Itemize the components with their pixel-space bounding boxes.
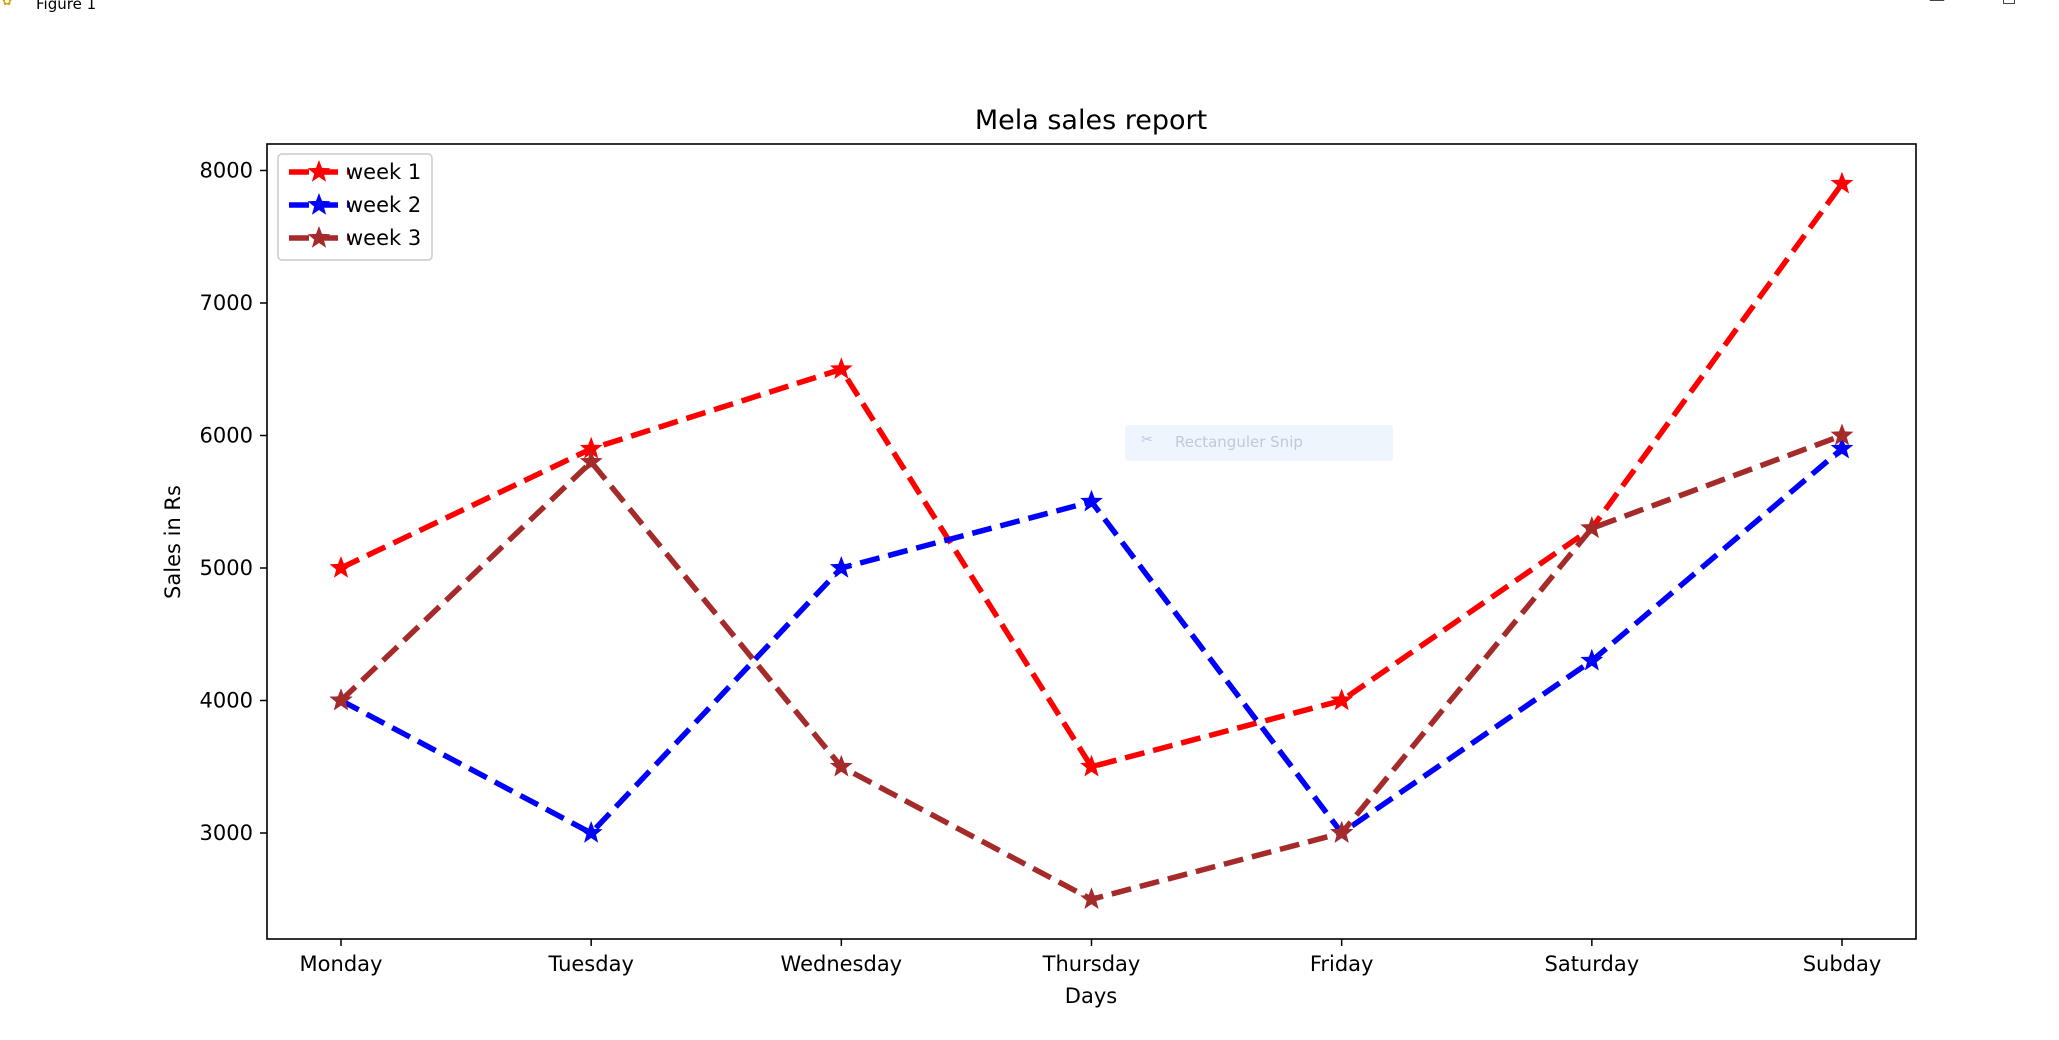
y-tick-label: 7000 — [200, 291, 253, 315]
data-point — [829, 754, 853, 777]
legend-label: week 3 — [346, 226, 421, 250]
x-axis-label: Days — [1065, 984, 1117, 1008]
data-point — [329, 556, 353, 578]
x-tick-label: Subday — [1803, 952, 1882, 976]
data-point — [1080, 754, 1103, 777]
legend-marker — [307, 193, 331, 215]
data-point — [1580, 648, 1604, 671]
x-tick-label: Saturday — [1545, 952, 1640, 976]
y-tick-label: 6000 — [200, 424, 253, 448]
x-tick-label: Thursday — [1042, 952, 1141, 976]
data-point — [579, 450, 603, 472]
legend-label: week 1 — [346, 160, 421, 184]
minimize-icon[interactable]: — — [1929, 0, 1945, 9]
matplotlib-figure-icon: ✿ — [2, 0, 13, 8]
snip-label: Rectanguler Snip — [1175, 433, 1303, 451]
data-point — [1080, 489, 1103, 512]
data-point — [1830, 423, 1854, 446]
restore-icon[interactable] — [2003, 0, 2015, 4]
data-point — [1830, 171, 1854, 194]
legend-label: week 2 — [346, 193, 421, 217]
data-point — [579, 436, 603, 459]
y-tick-label: 4000 — [200, 689, 253, 713]
data-point — [329, 688, 353, 711]
x-tick-label: Wednesday — [781, 952, 903, 976]
series-line-week-1 — [339, 182, 1845, 770]
legend: week 1 week 2 week 3 — [277, 153, 433, 261]
data-point — [829, 357, 853, 379]
axes-frame — [266, 143, 1917, 940]
legend-marker — [307, 160, 331, 182]
y-tick-label: 5000 — [200, 556, 253, 580]
data-point — [829, 556, 853, 578]
y-axis-label: Sales in Rs — [161, 485, 185, 599]
y-tick-label: 8000 — [200, 159, 253, 183]
window-title: Figure 1 — [36, 0, 97, 13]
data-point — [1330, 688, 1354, 711]
axis-ticks: Monday Tuesday Wednesday Thursday Friday Satu… — [200, 159, 1882, 977]
x-tick-label: Monday — [300, 952, 383, 976]
data-point — [1330, 821, 1354, 843]
data-point — [1080, 887, 1103, 909]
chart-title: Mela sales report — [975, 105, 1207, 136]
y-tick-label: 3000 — [200, 821, 253, 845]
plot-area — [329, 171, 1854, 909]
data-point — [1580, 516, 1604, 538]
x-tick-label: Friday — [1310, 952, 1374, 976]
rectangular-snip-tooltip: ✂ Rectanguler Snip — [1125, 425, 1393, 461]
x-tick-label: Tuesday — [547, 952, 633, 976]
data-point — [579, 821, 603, 843]
data-point — [1830, 436, 1854, 459]
window-titlebar: ✿ Figure 1 — — [0, 0, 2059, 13]
snip-icon: ✂ — [1141, 432, 1153, 448]
legend-marker — [307, 226, 331, 248]
